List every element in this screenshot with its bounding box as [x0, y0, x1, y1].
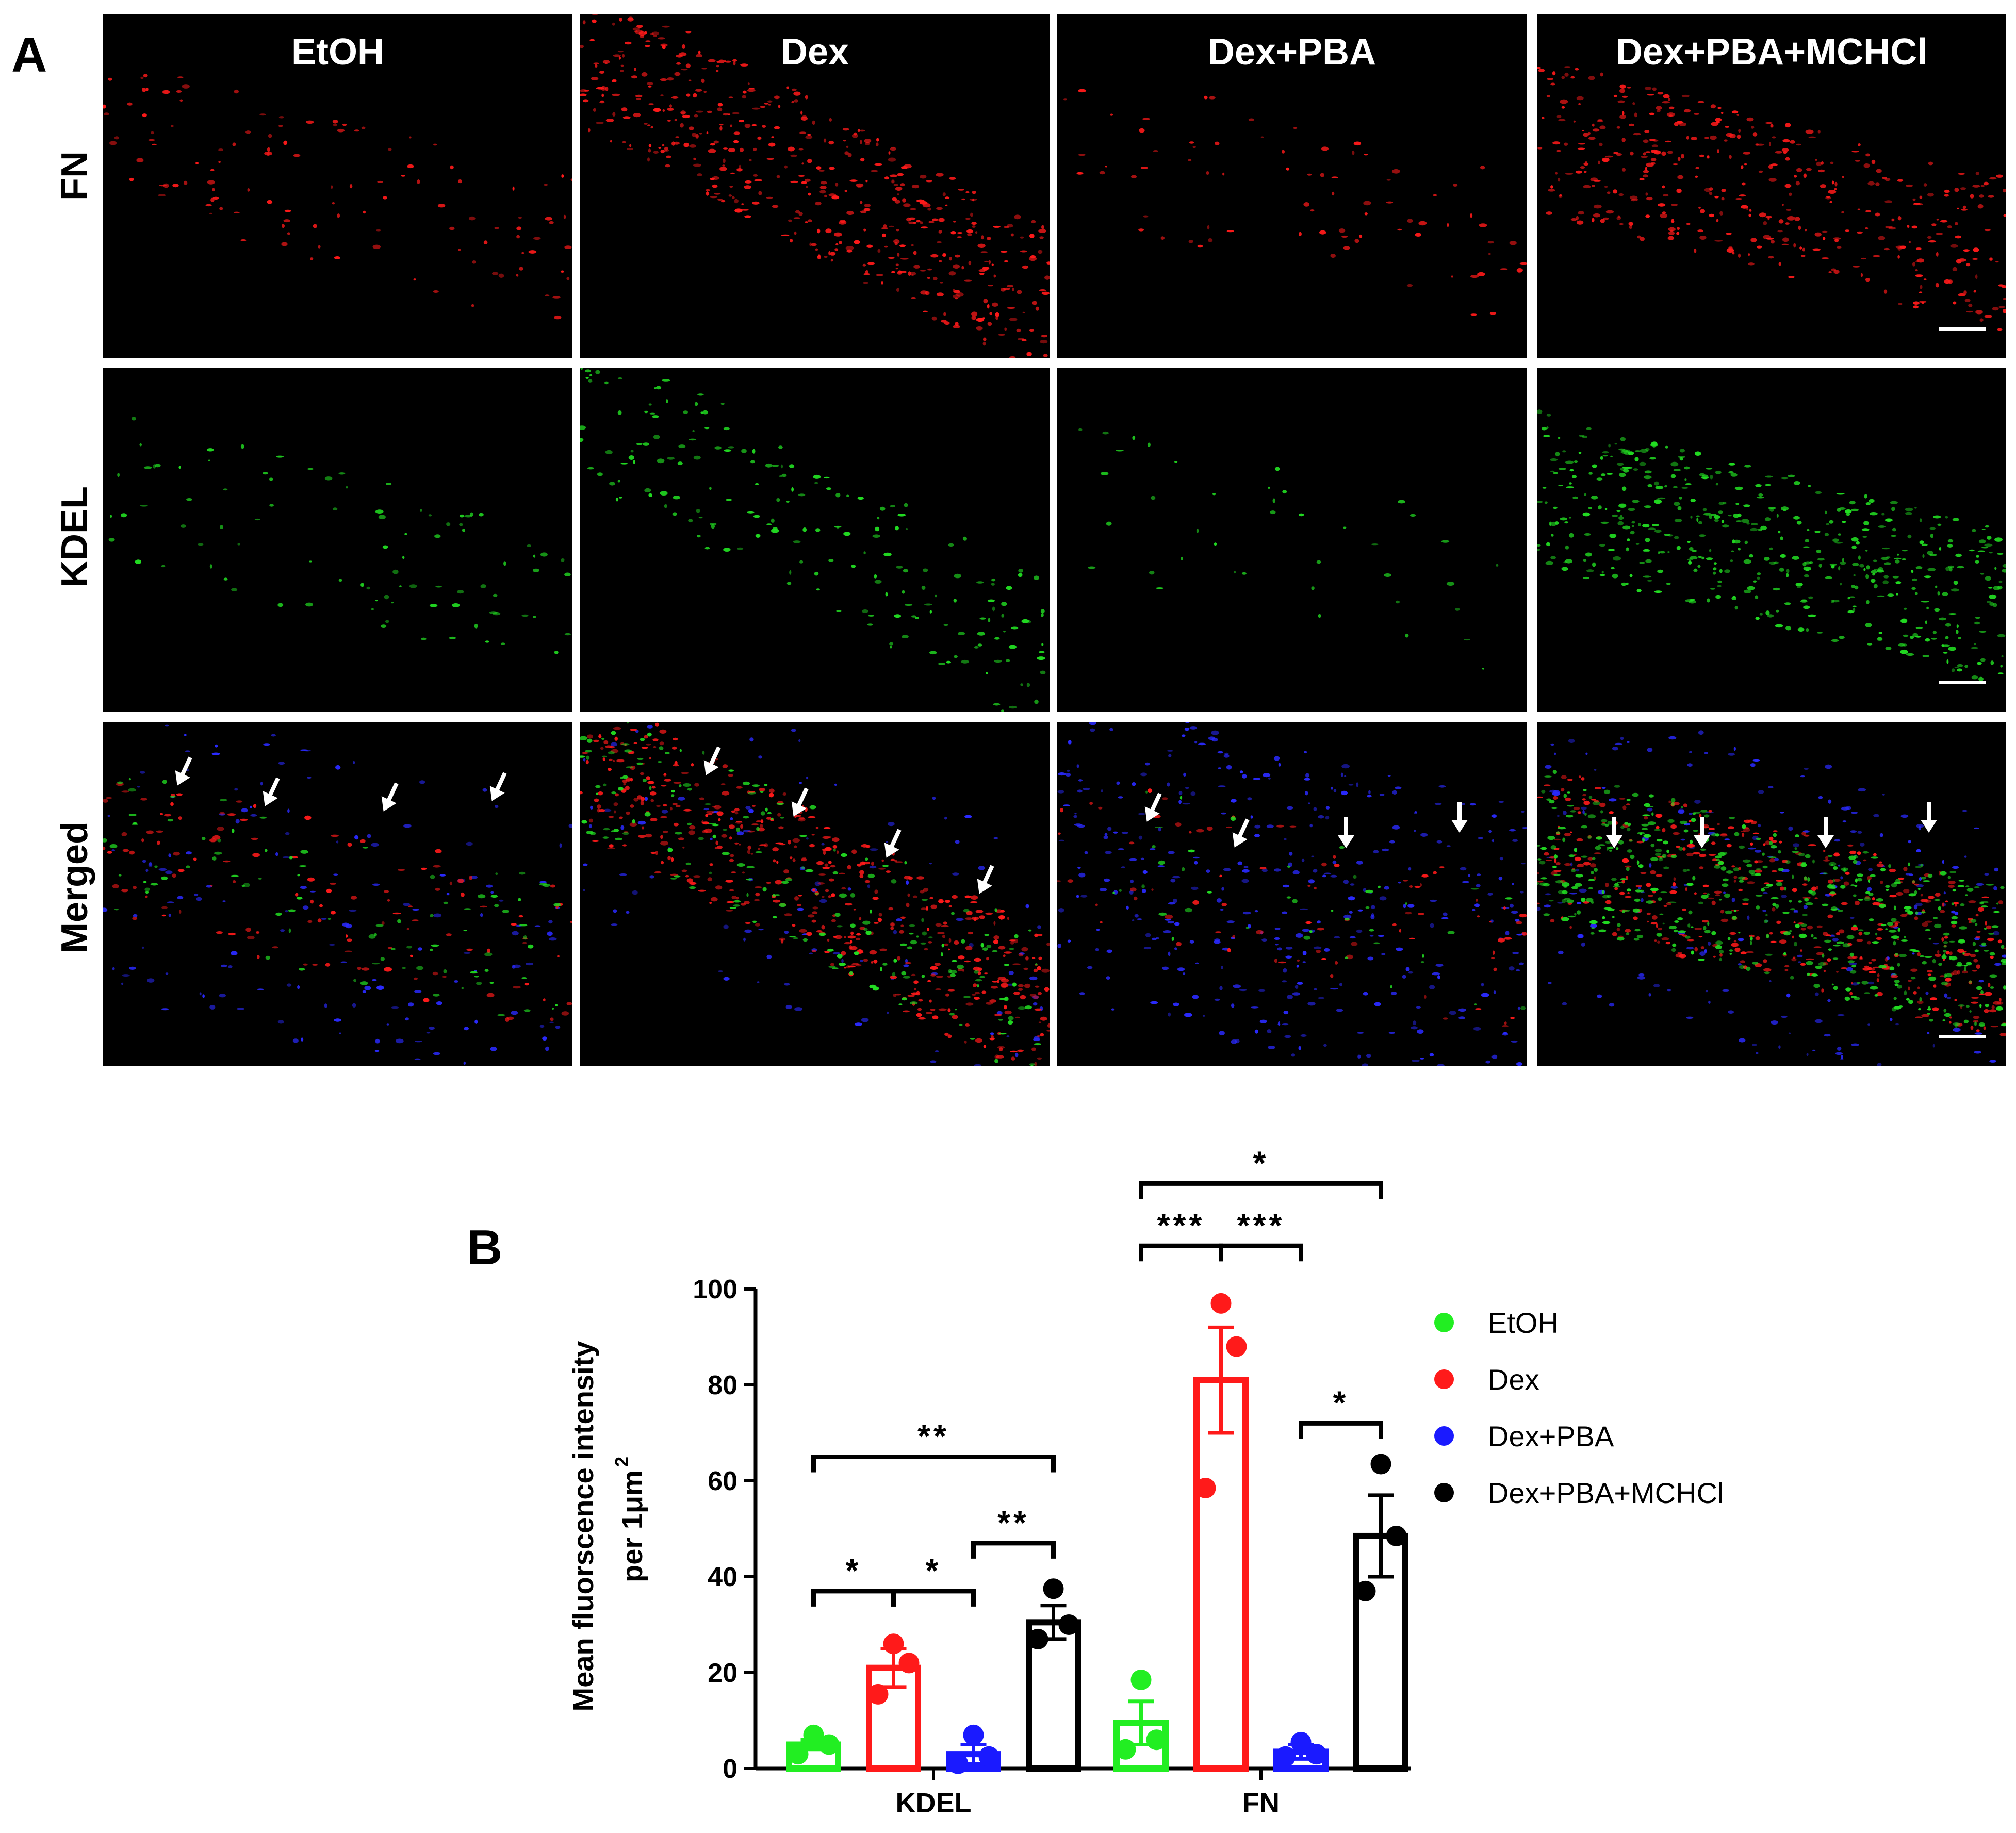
- significance-label: **: [917, 1418, 949, 1455]
- scale-bar: [1939, 327, 1986, 331]
- panel-a-label: A: [11, 27, 47, 82]
- data-point-dex-pba-mchcl: [1043, 1578, 1064, 1599]
- y-tick-label: 20: [708, 1658, 737, 1688]
- y-axis-label: Mean fluorscence intensity: [567, 1341, 599, 1712]
- y-axis-label-line2: per 1μm: [616, 1470, 648, 1582]
- scale-bar: [1939, 1035, 1986, 1038]
- data-point-dex-pba-mchcl: [1355, 1580, 1376, 1601]
- arrow-icon: [1338, 817, 1354, 848]
- data-point-dex: [1226, 1336, 1247, 1357]
- data-point-dex-pba-mchcl: [1386, 1525, 1407, 1546]
- data-point-etoh: [1130, 1669, 1152, 1690]
- legend-marker-etoh: [1434, 1313, 1454, 1332]
- significance-bracket: [811, 1455, 1056, 1473]
- data-point-dex-pba: [1290, 1731, 1312, 1753]
- significance-bracket: [1219, 1243, 1303, 1262]
- arrow-icon: [381, 782, 399, 812]
- panel-b-label: B: [467, 1220, 503, 1275]
- arrow-icon: [1232, 818, 1250, 848]
- significance-bracket: [1139, 1243, 1223, 1262]
- arrow-icon: [884, 829, 902, 858]
- significance-bracket: [1299, 1421, 1383, 1439]
- column-label-etoh: EtOH: [291, 31, 384, 73]
- significance-label: *: [1253, 1144, 1269, 1181]
- arrow-icon: [1606, 817, 1622, 848]
- arrow-icon: [1144, 792, 1162, 822]
- data-point-dex: [898, 1653, 920, 1674]
- y-tick-label: 60: [708, 1466, 737, 1496]
- micrograph-fn-dex-pba-mchcl: [1537, 14, 2006, 358]
- arrow-icon: [1921, 802, 1937, 833]
- column-label-dex: Dex: [780, 31, 849, 73]
- data-point-etoh: [1146, 1729, 1167, 1751]
- data-point-dex-pba: [947, 1753, 969, 1774]
- data-point-dex: [1210, 1293, 1232, 1314]
- significance-label: *: [846, 1552, 862, 1589]
- significance-label: **: [997, 1504, 1029, 1541]
- data-point-dex-pba: [963, 1724, 984, 1745]
- micrograph-merged-dex-pba-mchcl: [1537, 722, 2006, 1066]
- data-point-etoh: [788, 1744, 809, 1765]
- significance-label: ***: [1157, 1207, 1205, 1244]
- data-point-dex-pba-mchcl: [1058, 1614, 1079, 1635]
- micrograph-fn-dex: [580, 14, 1050, 358]
- column-label-dex-pba: Dex+PBA: [1207, 31, 1376, 73]
- data-point-etoh: [818, 1734, 840, 1755]
- micrograph-fn-dex-pba: [1057, 14, 1527, 358]
- data-point-etoh: [803, 1724, 824, 1745]
- significance-bracket: [971, 1541, 1056, 1559]
- legend-marker-dex-pba: [1434, 1426, 1454, 1446]
- data-point-dex: [883, 1633, 904, 1655]
- arrow-icon: [1817, 817, 1834, 848]
- micrograph-merged-dex-pba: [1057, 722, 1527, 1066]
- y-tick-label: 80: [708, 1370, 737, 1400]
- legend-label-dex-pba: Dex+PBA: [1488, 1420, 1614, 1452]
- data-point-dex-pba-mchcl: [1370, 1454, 1391, 1475]
- micrograph-kdel-dex: [580, 368, 1050, 712]
- x-tick-label-kdel: KDEL: [896, 1788, 972, 1819]
- legend-label-etoh: EtOH: [1488, 1307, 1559, 1339]
- y-axis-label-superscript: 2: [611, 1457, 632, 1467]
- data-point-dex-pba-mchcl: [1027, 1628, 1048, 1649]
- y-tick-label: 40: [708, 1562, 737, 1592]
- significance-bracket: [811, 1589, 896, 1607]
- data-point-dex-pba: [1306, 1744, 1327, 1765]
- arrow-icon: [791, 787, 809, 817]
- micrograph-kdel-dex-pba: [1057, 368, 1527, 712]
- micrograph-merged-etoh: [103, 722, 572, 1066]
- legend-marker-dex-pba-mchcl: [1434, 1483, 1454, 1502]
- arrow-icon: [1694, 817, 1710, 848]
- bar-dex-fn: [1193, 1377, 1249, 1772]
- significance-label: *: [926, 1552, 942, 1589]
- arrow-icon: [1451, 802, 1468, 833]
- column-label-dex-pba-mchcl: Dex+PBA+MCHCl: [1615, 31, 1928, 73]
- data-point-dex: [867, 1683, 889, 1705]
- data-point-dex-pba: [978, 1746, 999, 1767]
- significance-bracket: [891, 1589, 976, 1607]
- legend-label-dex-pba-mchcl: Dex+PBA+MCHCl: [1488, 1477, 1724, 1509]
- legend-marker-dex: [1434, 1369, 1454, 1389]
- data-point-etoh: [1115, 1739, 1136, 1760]
- y-tick-label: 0: [723, 1754, 737, 1784]
- significance-label: ***: [1237, 1207, 1285, 1244]
- significance-bracket: [1139, 1181, 1383, 1199]
- arrow-icon: [977, 865, 994, 894]
- y-tick-label: 100: [693, 1275, 737, 1304]
- data-point-dex: [1195, 1477, 1216, 1498]
- micrograph-merged-dex: [580, 722, 1050, 1066]
- x-tick-label-fn: FN: [1242, 1788, 1280, 1819]
- arrow-icon: [489, 772, 507, 801]
- arrow-icon: [703, 746, 721, 775]
- micrograph-fn-etoh: [103, 14, 572, 358]
- significance-label: *: [1333, 1384, 1349, 1421]
- data-point-dex-pba: [1275, 1746, 1296, 1767]
- arrow-icon: [175, 756, 192, 786]
- micrograph-kdel-dex-pba-mchcl: [1537, 368, 2006, 712]
- arrow-icon: [263, 777, 280, 806]
- scale-bar: [1939, 681, 1986, 684]
- micrograph-kdel-etoh: [103, 368, 572, 712]
- legend-label-dex: Dex: [1488, 1363, 1539, 1396]
